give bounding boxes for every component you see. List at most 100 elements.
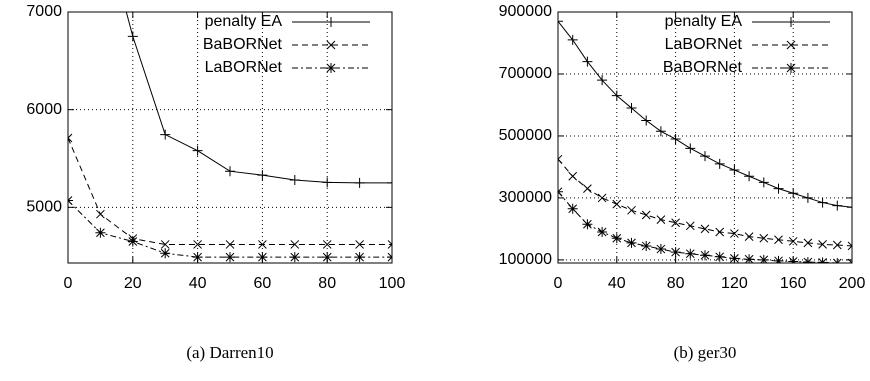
point-marker [774, 235, 783, 245]
series-line [558, 158, 852, 247]
y-tick-label: 500000 [499, 127, 552, 144]
point-marker [387, 240, 392, 249]
point-marker [354, 252, 365, 263]
point-marker [817, 197, 828, 208]
point-marker [641, 210, 651, 220]
y-tick-label: 700000 [499, 65, 552, 82]
point-marker [193, 240, 202, 249]
plot-frame [557, 11, 853, 264]
point-marker [160, 129, 171, 140]
point-marker [700, 224, 710, 234]
point-marker [626, 103, 637, 114]
legend-marker [326, 40, 336, 50]
point-marker [322, 240, 332, 249]
point-marker [671, 218, 680, 228]
point-marker [788, 188, 799, 199]
legend-marker [326, 17, 336, 27]
caption: (a) Darren10 [186, 343, 273, 362]
point-marker [714, 251, 725, 262]
y-tick-label: 5000 [26, 199, 62, 216]
point-marker [700, 250, 710, 261]
point-marker [612, 199, 622, 209]
point-marker [225, 240, 235, 249]
y-tick-label: 100000 [499, 251, 552, 268]
point-marker [582, 219, 593, 230]
point-marker [729, 165, 740, 176]
legend-label: BaBORNet [663, 59, 743, 76]
legend-marker [326, 63, 336, 73]
point-marker [225, 166, 235, 177]
x-tick-label: 40 [189, 275, 207, 292]
point-marker [192, 252, 203, 263]
plot-area [68, 12, 392, 263]
x-tick-label: 40 [608, 275, 626, 292]
point-marker [685, 248, 696, 259]
legend-label: LaBORNet [205, 59, 283, 76]
y-tick-label: 7000 [26, 3, 62, 20]
x-tick-label: 80 [667, 275, 685, 292]
point-marker [611, 233, 622, 244]
point-marker [558, 154, 563, 164]
point-marker [567, 203, 578, 214]
point-marker [847, 258, 852, 263]
point-marker [68, 133, 73, 143]
point-marker [729, 253, 740, 263]
point-marker [832, 258, 843, 263]
point-marker [322, 252, 333, 263]
point-marker [160, 248, 171, 259]
point-marker [802, 192, 813, 203]
point-marker [289, 174, 300, 185]
point-marker [225, 252, 235, 263]
point-marker [582, 56, 593, 67]
x-tick-label: 20 [124, 275, 142, 292]
point-marker [773, 255, 784, 263]
point-marker [773, 183, 784, 194]
legend-label: penalty EA [205, 13, 283, 30]
point-marker [257, 252, 268, 263]
point-marker [700, 151, 710, 162]
point-marker [626, 237, 637, 248]
point-marker [803, 238, 813, 248]
point-marker [715, 227, 725, 237]
point-marker [730, 229, 739, 238]
point-marker [96, 209, 105, 219]
point-marker [68, 195, 73, 206]
series-line [125, 12, 392, 184]
point-marker [670, 134, 681, 145]
point-marker [714, 158, 725, 169]
point-marker [258, 240, 267, 249]
point-marker [387, 177, 392, 188]
point-marker [832, 240, 842, 250]
x-tick-label: 120 [721, 275, 748, 292]
point-marker [759, 233, 769, 243]
legend-label: BaBORNet [203, 36, 283, 53]
point-marker [802, 257, 813, 263]
point-marker [744, 232, 754, 242]
point-marker [597, 193, 607, 203]
x-tick-label: 160 [780, 275, 807, 292]
point-marker [355, 240, 364, 249]
point-marker [655, 126, 666, 137]
point-marker [685, 143, 696, 154]
plot-area [558, 16, 852, 263]
x-tick-label: 200 [839, 275, 866, 292]
series-line [68, 200, 392, 258]
legend-marker [786, 40, 796, 50]
point-marker [758, 177, 769, 188]
x-tick-label: 80 [318, 275, 336, 292]
point-marker [127, 236, 138, 247]
point-marker [558, 186, 563, 197]
point-marker [627, 205, 636, 215]
legend-label: penalty EA [665, 13, 743, 30]
point-marker [257, 170, 268, 181]
point-marker [597, 75, 608, 86]
point-marker [568, 171, 578, 181]
point-marker [192, 145, 203, 156]
point-marker [656, 215, 666, 224]
point-marker [641, 240, 652, 251]
point-marker [655, 244, 666, 255]
x-tick-label: 0 [64, 275, 73, 292]
legend-marker [786, 17, 796, 27]
point-marker [597, 227, 608, 238]
